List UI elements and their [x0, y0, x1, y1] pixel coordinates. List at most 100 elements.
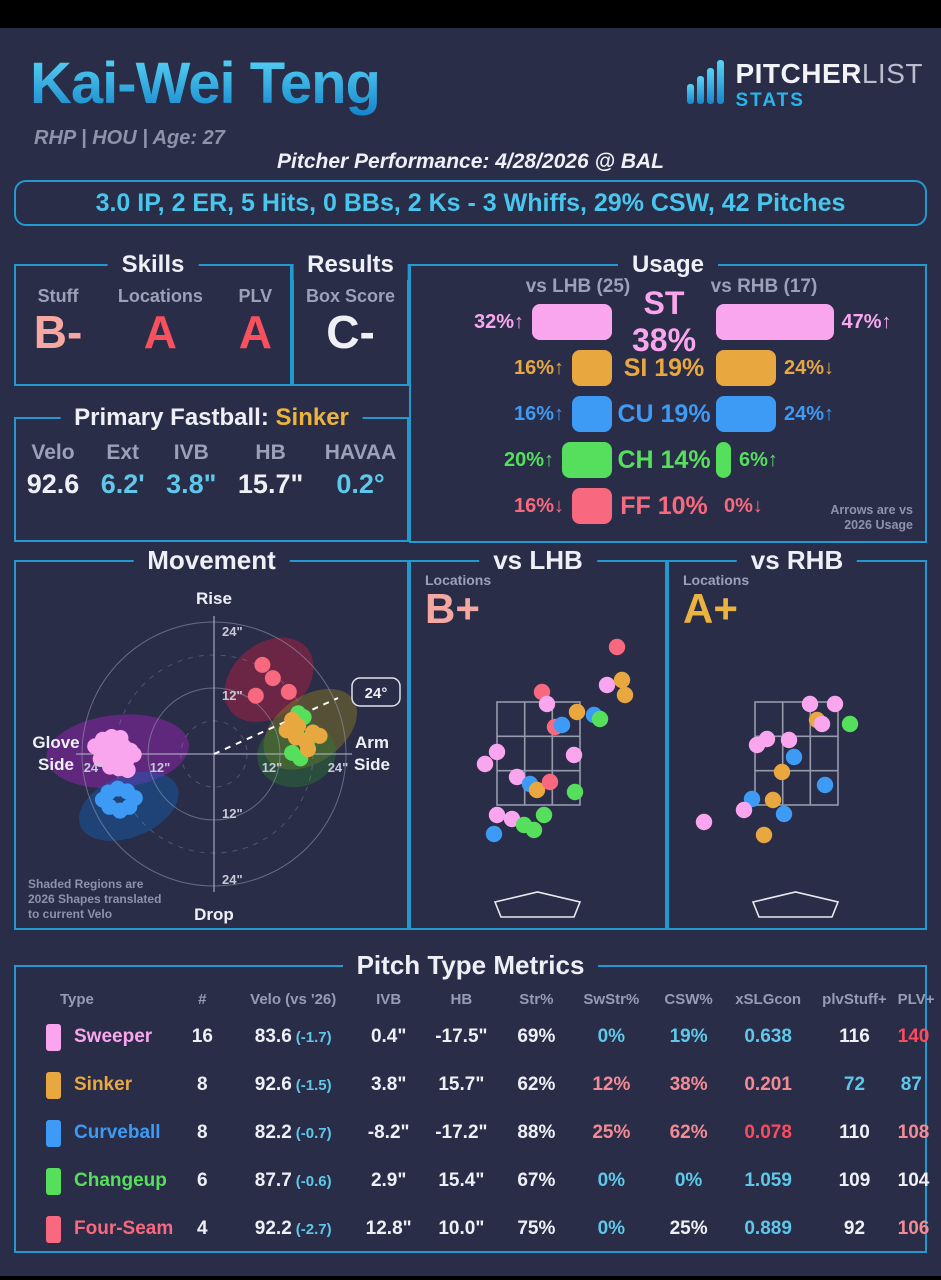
usage-label-st: ST 38%	[631, 285, 697, 358]
usage-row-st: 32%↑ ST 38% 47%↑	[473, 285, 892, 358]
rhb-locations-grade: A+	[683, 585, 738, 632]
metrics-title: Pitch Type Metrics	[342, 950, 599, 980]
home-plate	[751, 891, 840, 918]
rhb-pitch-dot-SI	[764, 791, 782, 809]
usage-label-ff: FF 10%	[620, 491, 708, 520]
performance-line: Pitcher Performance: 4/28/2026 @ BAL	[277, 150, 664, 173]
pitch-swatch	[46, 1023, 61, 1051]
rhb-pitch-dot-SI	[755, 826, 773, 844]
stuff-grade: B-	[33, 306, 83, 358]
primary-fastball-title: Primary Fastball: Sinker	[60, 403, 363, 433]
svg-text:24°: 24°	[365, 685, 388, 702]
pf-stat-hb: HB 15.7"	[237, 441, 304, 499]
movement-dot-FF	[280, 683, 297, 700]
usage-row-ff: 16%↓ FF 10% 0%↓	[411, 488, 925, 524]
attack-angle-badge: 24°	[351, 677, 401, 707]
lhb-locations-label: Locations	[425, 572, 492, 588]
home-plate	[493, 891, 582, 918]
lhb-pitch-dot-FF	[541, 773, 559, 791]
pitch-swatch	[46, 1167, 61, 1195]
usage-rows: 32%↑ ST 38% 47%↑ 16%↑ SI 19% 24%↓ 16%↑ C…	[411, 285, 925, 534]
box-score-summary: 3.0 IP, 2 ER, 5 Hits, 0 BBs, 2 Ks - 3 Wh…	[14, 180, 927, 226]
movement-dot-SI	[290, 717, 307, 734]
brand-name-bold: PITCHER	[735, 58, 862, 89]
usage-rhb-header: vs RHB (17)	[710, 276, 818, 297]
rhb-location-chart	[695, 695, 859, 918]
primary-fastball-pitch: Sinker	[275, 404, 349, 431]
lhb-pitch-dot-CU	[553, 716, 571, 734]
lhb-pitch-dot-ST	[538, 695, 556, 713]
pf-stat-ext: Ext 6.2'	[100, 441, 145, 499]
metrics-row-curveball: Curveball 8 82.2 (-0.7) -8.2" -17.2" 88% …	[16, 1109, 929, 1157]
rhb-locations-label: Locations	[683, 572, 750, 588]
rhb-pitch-dot-CU	[775, 805, 793, 823]
lhb-pitch-dot-CH	[566, 783, 584, 801]
axis-rise-label: Rise	[196, 589, 232, 608]
lhb-pitch-dot-SI	[613, 671, 631, 689]
usage-lhb-header: vs LHB (25)	[525, 276, 631, 297]
pf-stat-havaa: HAVAA 0.2°	[324, 441, 397, 499]
primary-fastball-panel: Primary Fastball: Sinker Velo 92.6 Ext 6.2…	[14, 403, 409, 542]
metrics-row-changeup: Changeup 6 87.7 (-0.6) 2.9" 15.4" 67% 0% …	[16, 1157, 929, 1205]
metrics-row-sweeper: Sweeper 16 83.6 (-1.7) 0.4" -17.5" 69% 0%…	[16, 1013, 929, 1061]
movement-note: Shaded Regions are 2026 Shapes translated…	[28, 877, 162, 921]
lhb-pitch-dot-ST	[488, 743, 506, 761]
movement-dot-ST	[119, 761, 136, 778]
skills-title: Skills	[107, 250, 199, 280]
usage-bar-rhb-ch	[716, 442, 731, 478]
svg-text:Side: Side	[38, 755, 74, 774]
movement-dot-FF	[264, 670, 281, 687]
lhb-pitch-dot-SI	[528, 781, 546, 799]
player-bio: RHP | HOU | Age: 27	[34, 127, 225, 149]
lhb-pitch-dots	[476, 638, 634, 843]
plv-grade: A	[238, 306, 272, 358]
pitcherlist-logo: PITCHERLIST STATS	[687, 60, 923, 110]
pitch-swatch	[46, 1119, 61, 1147]
locations-grade: A	[143, 306, 178, 358]
lhb-pitch-dot-CH	[535, 806, 553, 824]
lhb-pitch-dot-SI	[616, 686, 634, 704]
top-letterbox-bar	[0, 0, 941, 28]
svg-text:12": 12"	[150, 760, 171, 775]
usage-bar-lhb-si	[572, 350, 612, 386]
metrics-header-row: Type # Velo (vs '26) IVB HB Str% SwStr% …	[60, 990, 935, 1008]
movement-dots	[87, 656, 328, 819]
metrics-row-sinker: Sinker 8 92.6 (-1.5) 3.8" 15.7" 62% 12% 3…	[16, 1061, 925, 1109]
pitch-name: Sinker	[74, 1074, 133, 1095]
pf-stat-velo: Velo 92.6	[26, 441, 80, 499]
svg-text:12": 12"	[222, 806, 243, 821]
rhb-pitch-dot-ST	[695, 813, 713, 831]
usage-bar-lhb-ch	[562, 442, 612, 478]
rhb-pitch-dot-CU	[785, 748, 803, 766]
bottom-letterbox-bar	[0, 1276, 941, 1280]
svg-text:12": 12"	[222, 688, 243, 703]
bars-logo-icon	[687, 60, 725, 104]
vs-rhb-title: vs RHB	[736, 545, 858, 575]
pitch-name: Four-Seam	[74, 1218, 174, 1239]
metrics-row-fourseam: Four-Seam 4 92.2 (-2.7) 12.8" 10.0" 75% 0…	[16, 1205, 929, 1253]
lhb-pitch-dot-FF	[608, 638, 626, 656]
usage-bar-rhb-st	[716, 304, 834, 340]
vs-rhb-panel: vs RHB Locations A+	[667, 545, 927, 930]
rhb-pitch-dot-SI	[773, 763, 791, 781]
pitch-name: Changeup	[74, 1170, 167, 1191]
lhb-pitch-dot-ST	[508, 768, 526, 786]
results-title: Results	[293, 250, 408, 280]
movement-dot-SI	[311, 727, 328, 744]
usage-row-cu: 16%↑ CU 19% 24%↑	[411, 396, 925, 432]
pf-stat-ivb: IVB 3.8"	[166, 441, 217, 499]
lhb-pitch-dot-CH	[525, 821, 543, 839]
lhb-location-chart	[476, 638, 634, 918]
rhb-pitch-dots	[695, 695, 859, 844]
usage-label-ch: CH 14%	[617, 445, 711, 474]
usage-bar-lhb-cu	[572, 396, 612, 432]
usage-label-si: SI 19%	[623, 353, 705, 382]
movement-panel: Movement 24" 12" 24" 12" 12" 24"	[14, 545, 409, 930]
lhb-pitch-dot-CH	[591, 710, 609, 728]
usage-panel: Usage vs LHB (25) vs RHB (17) 32%↑ ST 38…	[409, 250, 927, 543]
lhb-pitch-dot-CU	[485, 825, 503, 843]
lhb-pitch-dot-ST	[565, 746, 583, 764]
lhb-pitch-dot-SI	[568, 703, 586, 721]
axis-drop-label: Drop	[194, 905, 234, 924]
